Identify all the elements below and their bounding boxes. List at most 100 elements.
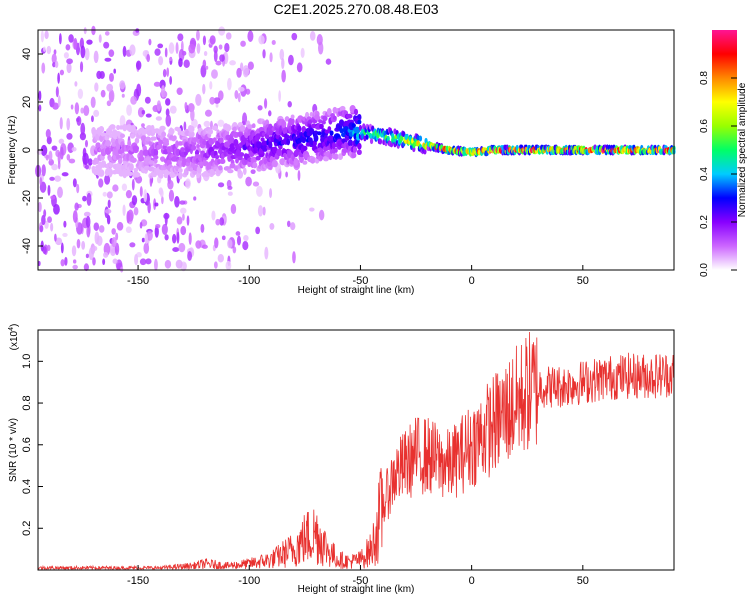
- spectrogram-cell: [309, 31, 316, 41]
- colorbar-tick-label: 0.8: [699, 71, 710, 85]
- spectrogram-cell: [296, 62, 303, 73]
- spectrogram-ridge-cell: [225, 124, 232, 132]
- spectrogram-cell: [214, 237, 219, 249]
- spectrogram-cell: [54, 175, 62, 182]
- spectrogram-ridge-cell: [302, 160, 308, 165]
- spectrogram-cell: [217, 119, 225, 127]
- spectrogram-cell: [80, 107, 84, 114]
- spectrogram-cell: [255, 226, 261, 235]
- spectrogram-cell: [219, 217, 225, 226]
- spectrogram-cell: [165, 114, 172, 127]
- spectrogram-ridge-cell: [127, 171, 134, 177]
- spectrogram-ridge-cell: [283, 127, 289, 134]
- spectrogram-cell: [184, 101, 188, 111]
- spectrogram-cell: [111, 228, 116, 235]
- spectrogram-cell: [257, 205, 264, 217]
- spectrogram-cell: [144, 233, 148, 245]
- spectrogram-cell: [41, 62, 46, 74]
- spectrogram-ridge-cell: [194, 149, 200, 156]
- spectrogram-cell: [175, 42, 179, 55]
- spectrogram-cell: [41, 214, 46, 226]
- spectrogram-cell: [68, 158, 76, 164]
- spectrogram-cell: [215, 103, 219, 108]
- y-tick-label: 0.8: [21, 395, 33, 410]
- spectrogram-cell: [92, 257, 96, 266]
- spectrogram-cell: [155, 116, 163, 121]
- spectrogram-cell: [143, 189, 148, 203]
- spectrogram-cell: [245, 88, 251, 95]
- spectrogram-cell: [177, 33, 184, 42]
- spectrogram-cell: [38, 90, 42, 101]
- spectrogram-ridge-cell: [135, 172, 141, 177]
- spectrogram-cell: [183, 121, 187, 132]
- spectrogram-cell: [225, 32, 232, 40]
- spectrogram-cell: [38, 104, 42, 112]
- spectrogram-cell: [94, 231, 100, 245]
- snr-y-scale-base: (x10: [9, 330, 20, 350]
- spectrogram-cell: [81, 240, 86, 250]
- spectrogram-ridge-cell: [199, 161, 204, 167]
- spectrogram-ridge-cell: [297, 125, 302, 133]
- spectrogram-cell: [202, 59, 207, 69]
- spectrogram-ridge-cell: [154, 158, 158, 164]
- spectrogram-cell: [258, 35, 265, 45]
- spectrogram-ridge-cell: [150, 136, 157, 141]
- spectrogram-cell: [157, 43, 164, 49]
- spectrogram-ridge-cell: [347, 139, 354, 147]
- spectrogram-ridge-cell: [334, 147, 338, 153]
- spectrogram-cell: [76, 115, 82, 126]
- spectrogram-ridge-cell: [252, 162, 258, 169]
- spectrogram-cell: [125, 189, 132, 199]
- spectrogram-cell: [145, 113, 152, 118]
- spectrogram-ridge-cell: [99, 134, 104, 143]
- spectrogram-cell: [186, 215, 190, 226]
- spectrogram-cell: [139, 258, 147, 266]
- spectrogram-cell: [61, 172, 69, 177]
- spectrogram-x-label: Height of straight line (km): [298, 285, 415, 296]
- spectrogram-cell: [60, 242, 64, 254]
- spectrogram-ridge-cell: [353, 108, 359, 116]
- spectrogram-cell: [227, 77, 232, 91]
- spectrogram-cell: [309, 207, 315, 212]
- spectrogram-cell: [137, 107, 145, 118]
- x-tick-label: -100: [238, 575, 260, 587]
- spectrogram-ridge-cell: [299, 155, 304, 164]
- spectrogram-cell: [93, 50, 99, 64]
- spectrogram-cell: [172, 247, 180, 253]
- spectrogram-cell: [155, 224, 161, 229]
- spectrogram-ridge-cell: [165, 138, 169, 145]
- spectrogram-cell: [169, 57, 173, 62]
- spectrogram-cell: [278, 90, 281, 102]
- spectrogram-ridge-cell: [160, 156, 165, 162]
- spectrogram-cell: [37, 260, 41, 267]
- spectrogram-cell: [44, 30, 49, 40]
- spectrogram-cell: [141, 110, 146, 115]
- spectrogram-ridge-cell: [130, 133, 135, 139]
- spectrogram-cell: [108, 89, 115, 103]
- spectrogram-ridge-cell: [326, 108, 332, 116]
- spectrogram-cell: [154, 202, 159, 207]
- spectrogram-ridge-cell: [327, 126, 332, 132]
- spectrogram-cell: [112, 184, 119, 192]
- spectrogram-cell: [187, 250, 193, 262]
- spectrogram-ridge-cell: [318, 119, 323, 124]
- spectrogram-cell: [63, 52, 69, 59]
- spectrogram-cell: [164, 259, 172, 269]
- spectrogram-cell: [190, 108, 195, 122]
- spectrogram-cell: [169, 75, 173, 85]
- spectrogram-cell: [168, 189, 175, 202]
- spectrogram-cell: [66, 58, 73, 65]
- spectrogram-ridge-cell: [109, 124, 116, 130]
- spectrogram-ridge-cell: [132, 145, 140, 152]
- spectrogram-ridge-cell: [351, 152, 357, 159]
- spectrogram-cell: [165, 98, 171, 106]
- spectrogram-cell: [144, 96, 151, 104]
- spectrogram-cell: [54, 60, 59, 69]
- spectrogram-ridge-cell: [320, 136, 326, 143]
- spectrogram-cell: [63, 220, 67, 228]
- spectrogram-cell: [66, 62, 72, 74]
- spectrogram-cell: [59, 117, 63, 130]
- spectrogram-cell: [188, 43, 196, 54]
- spectrogram-cell: [179, 200, 186, 205]
- spectrogram-ridge-cell: [286, 138, 291, 146]
